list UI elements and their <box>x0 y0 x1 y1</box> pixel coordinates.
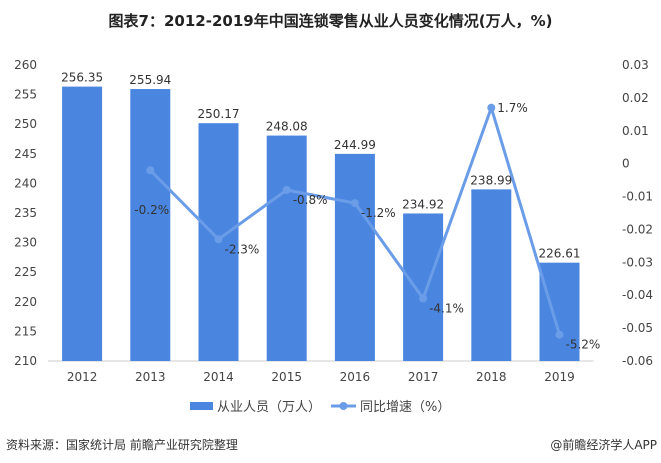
legend-bar-label: 从业人员（万人） <box>217 400 321 415</box>
x-axis-tick: 2016 <box>340 370 371 384</box>
growth-point <box>487 103 496 112</box>
bar-value-label: 244.99 <box>334 138 376 152</box>
right-axis-tick: 0.03 <box>622 58 649 72</box>
brand-credit: @前瞻经济学人APP <box>550 438 657 452</box>
growth-value-label: -0.2% <box>134 203 169 217</box>
right-axis-tick: 0.01 <box>622 124 649 138</box>
chart-title: 图表7：2012-2019年中国连锁零售从业人员变化情况(万人，%) <box>108 12 553 30</box>
x-axis-tick: 2012 <box>67 370 98 384</box>
right-axis-tick: -0.03 <box>622 255 653 269</box>
bar <box>403 213 444 361</box>
bar-value-label: 238.99 <box>470 173 512 187</box>
bar-value-label: 234.92 <box>402 197 444 211</box>
left-axis-tick: 245 <box>14 147 37 161</box>
left-axis-tick: 210 <box>14 354 37 368</box>
bar <box>471 189 512 361</box>
growth-point <box>350 199 359 208</box>
x-axis-tick: 2019 <box>544 370 575 384</box>
x-axis-tick: 2015 <box>271 370 302 384</box>
growth-value-label: -5.2% <box>566 338 601 352</box>
bar <box>539 262 580 361</box>
legend-line-marker <box>339 402 348 410</box>
left-axis-tick: 220 <box>14 295 37 309</box>
left-axis-tick: 225 <box>14 265 37 279</box>
growth-value-label: 1.7% <box>497 101 528 115</box>
bar <box>334 153 375 361</box>
left-axis-tick: 260 <box>14 58 37 72</box>
right-axis-tick: -0.06 <box>622 354 653 368</box>
bar <box>130 89 171 361</box>
bar <box>266 135 307 361</box>
left-axis-tick: 240 <box>14 176 37 190</box>
growth-point <box>555 330 564 339</box>
bar-value-label: 255.94 <box>129 73 171 87</box>
right-axis-tick: -0.02 <box>622 222 653 236</box>
growth-value-label: -2.3% <box>225 242 260 256</box>
bar-value-label: 248.08 <box>266 120 308 134</box>
x-axis-tick: 2013 <box>135 370 166 384</box>
x-axis-tick: 2018 <box>476 370 507 384</box>
right-axis-tick: -0.05 <box>622 321 653 335</box>
left-axis-tick: 215 <box>14 324 37 338</box>
bar-value-label: 250.17 <box>198 107 240 121</box>
left-axis-tick: 255 <box>14 88 37 102</box>
growth-value-label: -1.2% <box>361 206 396 220</box>
bar-value-label: 256.35 <box>61 71 103 85</box>
x-axis-tick: 2014 <box>203 370 234 384</box>
right-axis-tick: 0.02 <box>622 91 649 105</box>
growth-point <box>282 185 291 194</box>
left-axis-tick: 235 <box>14 206 37 220</box>
left-axis-tick: 230 <box>14 236 37 250</box>
right-axis-tick: -0.04 <box>622 288 653 302</box>
growth-point <box>214 235 223 244</box>
growth-value-label: -0.8% <box>293 193 328 207</box>
source-note: 资料来源：国家统计局 前瞻产业研究院整理 <box>6 438 238 452</box>
growth-point <box>419 294 428 303</box>
x-axis-tick: 2017 <box>408 370 439 384</box>
left-axis-tick: 250 <box>14 117 37 131</box>
legend-bar-swatch <box>190 402 213 410</box>
bar <box>62 86 103 361</box>
right-axis-tick: 0 <box>622 157 630 171</box>
right-axis-tick: -0.01 <box>622 190 653 204</box>
growth-point <box>146 166 155 175</box>
bar-value-label: 226.61 <box>539 247 581 261</box>
legend-line-label: 同比增速（%） <box>360 400 450 415</box>
chart-svg: 210 215 220 225 230 235 240 245 250 255 260 -0.06 -0… <box>14 58 653 415</box>
growth-value-label: -4.1% <box>429 302 464 316</box>
